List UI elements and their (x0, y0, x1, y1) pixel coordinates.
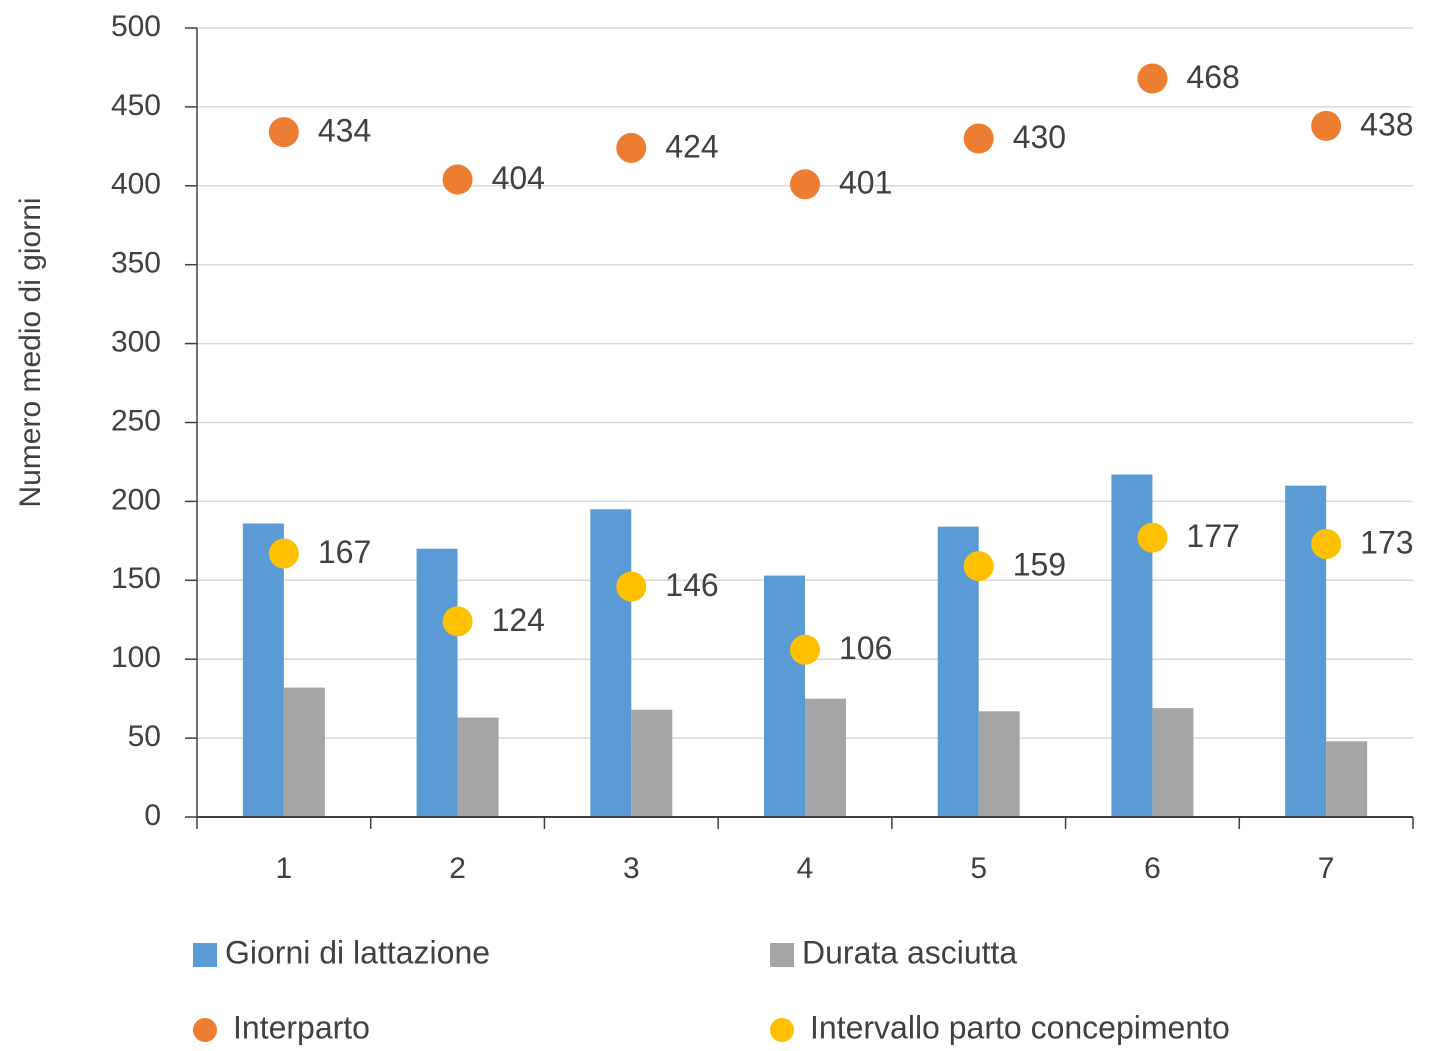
point (1311, 529, 1342, 560)
point (790, 169, 820, 200)
bar (631, 709, 673, 817)
legend-label: Giorni di lattazione (225, 934, 490, 970)
x-tick-label: 5 (970, 852, 987, 885)
y-tick-label: 500 (111, 10, 161, 43)
data-label: 468 (1186, 59, 1239, 95)
point (963, 123, 994, 154)
point (963, 551, 994, 582)
data-label: 404 (492, 160, 545, 196)
x-tick-label: 2 (449, 852, 466, 885)
point (1137, 522, 1168, 553)
point (442, 164, 473, 195)
y-tick-label: 200 (111, 483, 161, 516)
point (1137, 63, 1168, 94)
data-label: 173 (1360, 524, 1413, 560)
bar (1326, 741, 1368, 817)
bar (978, 711, 1020, 817)
x-tick-label: 6 (1144, 852, 1161, 885)
bar (242, 523, 284, 817)
bar (590, 509, 632, 817)
bar (1152, 708, 1194, 817)
x-tick-label: 3 (623, 852, 640, 885)
point (442, 606, 473, 637)
y-tick-label: 100 (111, 641, 161, 674)
data-label: 438 (1360, 106, 1413, 142)
legend-label: Intervallo parto concepimento (810, 1009, 1230, 1045)
point (790, 634, 820, 665)
data-label: 124 (492, 602, 545, 638)
bar (416, 548, 458, 817)
y-tick-label: 450 (111, 89, 161, 122)
y-tick-label: 150 (111, 562, 161, 595)
data-label: 146 (665, 567, 718, 603)
y-tick-label: 400 (111, 168, 161, 201)
data-label: 177 (1186, 518, 1239, 554)
legend-swatch (770, 1018, 794, 1042)
y-tick-label: 0 (144, 799, 161, 832)
y-tick-label: 50 (128, 720, 161, 753)
bar (764, 575, 805, 817)
bar (283, 687, 325, 817)
data-label: 106 (839, 630, 892, 666)
data-label: 424 (665, 128, 718, 164)
legend-swatch (770, 943, 794, 967)
point (616, 571, 647, 602)
legend-swatch (193, 943, 217, 967)
bar (805, 698, 846, 817)
x-tick-label: 7 (1318, 852, 1335, 885)
x-tick-label: 1 (276, 852, 293, 885)
data-label: 434 (318, 113, 371, 149)
legend-swatch (193, 1018, 217, 1042)
data-label: 167 (318, 534, 371, 570)
y-tick-label: 300 (111, 326, 161, 359)
data-label: 159 (1013, 547, 1066, 583)
y-axis-label: Numero medio di giorni (14, 197, 47, 507)
point (1311, 110, 1342, 141)
point (268, 117, 299, 148)
legend-label: Durata asciutta (802, 934, 1017, 970)
point (616, 132, 647, 163)
point (268, 538, 299, 569)
x-tick-label: 4 (797, 852, 814, 885)
y-tick-label: 250 (111, 404, 161, 437)
legend-label: Interparto (233, 1009, 370, 1045)
data-label: 430 (1013, 119, 1066, 155)
data-label: 401 (839, 165, 892, 201)
y-tick-label: 350 (111, 247, 161, 280)
bar (457, 717, 499, 817)
